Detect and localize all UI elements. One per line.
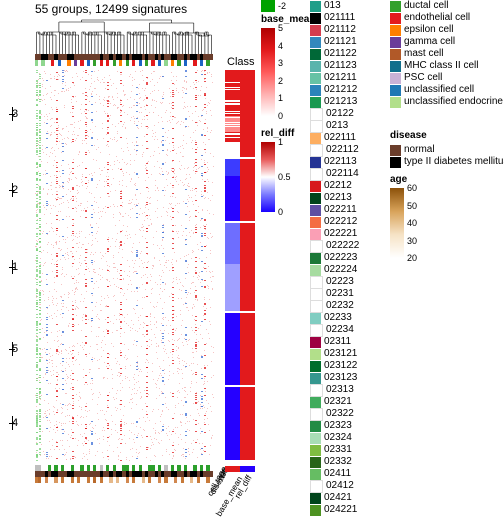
- legend-rel-diff: rel_diff10.50: [261, 128, 294, 212]
- legend-item-label: PSC cell: [404, 72, 442, 84]
- row-group-label: 3: [12, 108, 18, 120]
- legend-item-label: 02323: [324, 420, 352, 432]
- legend-item-label: 022113: [324, 156, 357, 168]
- legend-tick: 30: [407, 235, 417, 247]
- legend-item-label: 02313: [326, 384, 354, 396]
- legend-item-label: 02232: [326, 300, 354, 312]
- legend-tick: 0: [278, 110, 283, 122]
- legend-item-label: epsilon cell: [404, 24, 453, 36]
- legend-item-label: 022112: [326, 144, 359, 156]
- legend-tick: 50: [407, 200, 417, 212]
- legend-item-label: 021121: [324, 36, 357, 48]
- legend-item-label: endothelial cell: [404, 12, 470, 24]
- legend-item-label: 023121: [324, 348, 357, 360]
- legend-item-label: 021111: [324, 12, 355, 24]
- dendrogram: [35, 18, 213, 54]
- legend-item-label: 021112: [324, 24, 356, 36]
- legend-tick: 3: [278, 57, 283, 69]
- main-heatmap: [35, 70, 213, 460]
- legend-item-label: 02411: [324, 468, 351, 480]
- row-group-label: 4: [12, 417, 18, 429]
- legend-item-label: 022221: [324, 228, 357, 240]
- legend-item-label: gamma cell: [404, 36, 455, 48]
- legend-item-label: mast cell: [404, 48, 443, 60]
- legend-base-mean: base_mean543210: [261, 14, 315, 116]
- legend-item-label: 022222: [326, 240, 359, 252]
- legend-codes: 0130211110211120211210211220211230212110…: [310, 0, 390, 516]
- row-group-label: 2: [12, 184, 18, 196]
- legend-age: age6050403020: [390, 174, 407, 258]
- legend-item-label: unclassified cell: [404, 84, 474, 96]
- row-group-label: 1: [12, 261, 18, 273]
- legend-tick: 4: [278, 40, 283, 52]
- legend-item-label: MHC class II cell: [404, 60, 478, 72]
- legend-item-label: 022211: [324, 204, 357, 216]
- legend-item-label: 022212: [324, 216, 357, 228]
- legend-tick: 2: [278, 75, 283, 87]
- top-annotation: [35, 54, 213, 66]
- legend-item-label: 02233: [324, 312, 352, 324]
- legend-tick: 0: [278, 206, 283, 218]
- legend-item-label: 02421: [324, 492, 352, 504]
- legend-item-label: 022224: [324, 264, 357, 276]
- legend-item-label: 021122: [324, 48, 357, 60]
- legend-tick: 5: [278, 22, 283, 34]
- legend-item-label: 021213: [324, 96, 357, 108]
- chart-title: 55 groups, 12499 signatures: [35, 2, 187, 16]
- legend-item-label: 02122: [326, 108, 354, 120]
- legend-item-label: normal: [404, 144, 435, 156]
- legend-tick: 1: [278, 136, 283, 148]
- legend-item-label: 02311: [324, 336, 351, 348]
- legend-tick: 1: [278, 92, 283, 104]
- legend-cell-type: ductal cellendothelial cellepsilon cellg…: [390, 0, 504, 108]
- legend-scaled: -2: [261, 0, 275, 12]
- legend-item-label: 013: [324, 0, 341, 12]
- legend-item-label: 02231: [326, 288, 354, 300]
- legend-tick: 60: [407, 182, 417, 194]
- legend-item-label: 02223: [326, 276, 354, 288]
- class-heatmap: [225, 70, 255, 460]
- legend-item-label: 02321: [324, 396, 352, 408]
- legend-tick: 20: [407, 252, 417, 264]
- legend-item-label: 02331: [324, 444, 352, 456]
- legend-tick: 40: [407, 217, 417, 229]
- legend-tick: 0.5: [278, 171, 291, 183]
- legend-item-label: 021211: [324, 72, 357, 84]
- legend-item-label: 0213: [326, 120, 348, 132]
- legend-item-label: type II diabetes mellitus: [404, 156, 504, 168]
- row-group-label: 5: [12, 343, 18, 355]
- legend-item-label: ductal cell: [404, 0, 448, 12]
- class-heatmap-bottom: [225, 466, 255, 472]
- legend-item-label: 02234: [326, 324, 354, 336]
- legend-item-label: 02324: [324, 432, 352, 444]
- legend-item-label: 02322: [326, 408, 354, 420]
- legend-item-label: 02412: [326, 480, 354, 492]
- legend-item-label: 022223: [324, 252, 357, 264]
- legend-item-label: 021212: [324, 84, 357, 96]
- legend-item-label: 022114: [326, 168, 359, 180]
- row-group-axis: 3 2 1 5 4: [4, 70, 28, 460]
- legend-item-label: 02213: [324, 192, 352, 204]
- legend-item-label: 021123: [324, 60, 357, 72]
- legend-item-label: 023123: [324, 372, 357, 384]
- legend-item-label: unclassified endocrine cell: [404, 96, 504, 108]
- legend-item-label: 024221: [324, 504, 357, 516]
- legend-item-label: 023122: [324, 360, 357, 372]
- legend-item-label: 02332: [324, 456, 352, 468]
- bottom-annotation: [35, 465, 213, 483]
- legend-item-label: 02212: [324, 180, 352, 192]
- legend-disease: diseasenormaltype II diabetes mellitus: [390, 130, 504, 168]
- legend-item-label: 022111: [324, 132, 356, 144]
- class-heatmap-label: Class: [227, 56, 255, 68]
